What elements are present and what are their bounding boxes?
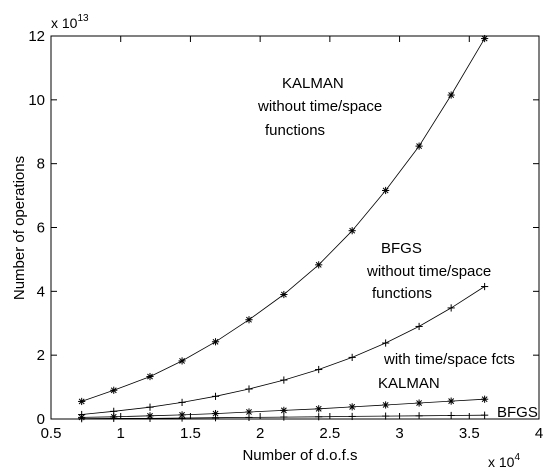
annotation: KALMAN: [378, 375, 440, 392]
series-4-point: [78, 415, 86, 423]
series-4-point: [110, 414, 118, 422]
series-1-line: [81, 38, 485, 402]
annotation: BFGS: [497, 404, 538, 421]
annotation: KALMAN: [282, 75, 344, 92]
series-1-point: [415, 142, 423, 150]
series-4-point: [146, 414, 154, 422]
series-1-point: [382, 186, 390, 195]
series-1-point: [315, 261, 323, 269]
series-4-point: [178, 414, 186, 422]
series-1-point: [178, 357, 186, 365]
series-2-point: [178, 398, 186, 407]
annotation: without time/space: [257, 98, 382, 115]
axis-ticks: [50, 35, 540, 420]
annotation: functions: [372, 285, 432, 302]
x-tick-labels: 0.5 1 1.5 2 2.5 3 3.5 4: [41, 425, 544, 442]
series-2-point: [348, 353, 356, 362]
x-exponent: x 104: [488, 452, 520, 470]
x-axis-label: Number of d.o.f.s: [242, 447, 357, 464]
annotation: with time/space fcts: [383, 351, 515, 368]
y-tick-label: 0: [37, 411, 45, 428]
x-tick-label: 3.5: [459, 425, 480, 442]
y-tick-label: 6: [37, 220, 45, 237]
y-tick-labels: 0 2 4 6 8 10 12: [28, 28, 45, 428]
series-1-point: [146, 372, 154, 381]
series-2-point: [211, 392, 220, 400]
series-1-point: [78, 397, 86, 406]
series-3-point: [348, 403, 356, 411]
series-1-point: [110, 386, 118, 394]
series-3-point: [415, 399, 423, 407]
series-2-point: [280, 376, 288, 384]
y-exponent-base: x 10: [51, 15, 78, 31]
series-4-point: [382, 412, 390, 420]
y-exponent-power: 13: [77, 13, 89, 24]
series-3-point: [447, 397, 455, 405]
annotation: functions: [265, 122, 325, 139]
x-tick-label: 2: [256, 425, 264, 442]
x-exponent-power: 4: [514, 452, 520, 463]
x-tick-label: 4: [535, 425, 543, 442]
y-tick-label: 4: [37, 283, 45, 300]
series-1-point: [447, 91, 455, 99]
series-layer: [78, 34, 489, 423]
y-tick-label: 12: [28, 28, 45, 45]
series-3-point: [245, 408, 253, 416]
series-2-point: [382, 339, 390, 347]
series-2-point: [447, 304, 455, 312]
series-4-point: [315, 413, 323, 421]
series-4-point: [481, 411, 489, 419]
series-3-point: [481, 395, 489, 403]
x-tick-label: 2.5: [319, 425, 340, 442]
series-3-point: [315, 405, 323, 413]
x-tick-label: 3: [395, 425, 403, 442]
series-1-point: [280, 290, 288, 299]
x-exponent-base: x 10: [488, 454, 515, 470]
series-3-point: [382, 401, 390, 409]
annotation-layer: KALMAN without time/space functions BFGS wit…: [257, 75, 538, 421]
series-4-point: [415, 412, 423, 420]
y-axis-label: Number of operations: [11, 156, 28, 300]
series-1-point: [245, 316, 253, 324]
annotation: without time/space: [366, 263, 491, 280]
series-2-point: [481, 282, 489, 291]
series-4-point: [447, 411, 455, 420]
y-tick-label: 8: [37, 156, 45, 173]
y-tick-label: 2: [37, 347, 45, 364]
series-1-point: [211, 338, 220, 346]
y-exponent: x 1013: [51, 13, 89, 31]
series-2-point: [315, 365, 323, 374]
series-4-point: [280, 413, 288, 421]
series-4-point: [211, 414, 220, 422]
y-tick-label: 10: [28, 92, 45, 109]
series-2-point: [415, 322, 423, 331]
series-1-point: [481, 34, 489, 43]
x-tick-label: 0.5: [41, 425, 62, 442]
series-3-point: [280, 406, 288, 414]
series-4-point: [245, 413, 253, 422]
x-tick-label: 1.5: [180, 425, 201, 442]
series-2-point: [146, 403, 154, 411]
series-1-point: [348, 227, 356, 235]
series-4-point: [348, 412, 356, 421]
annotation: BFGS: [381, 240, 422, 257]
x-tick-label: 1: [117, 425, 125, 442]
series-2-point: [245, 385, 253, 393]
